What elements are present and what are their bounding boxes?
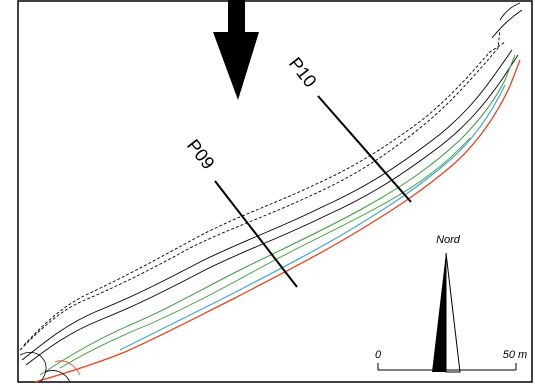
solid-outline	[21, 2, 523, 366]
blue-line	[119, 84, 506, 351]
profile-line-p10	[317, 95, 412, 203]
scale-bar-start-label: 0	[375, 349, 382, 361]
down-arrow-icon	[213, 0, 259, 100]
scale-bar	[377, 363, 517, 371]
north-label: Nord	[436, 234, 461, 246]
north-arrow-icon	[432, 252, 461, 373]
profile-line-p09	[214, 180, 298, 288]
green-line	[39, 54, 516, 376]
green-line-inner	[59, 137, 471, 369]
red-line	[34, 59, 521, 383]
dashed-outline	[19, 29, 506, 351]
scale-bar-end-label: 50 m	[503, 349, 527, 361]
lower-left-features	[19, 351, 81, 383]
